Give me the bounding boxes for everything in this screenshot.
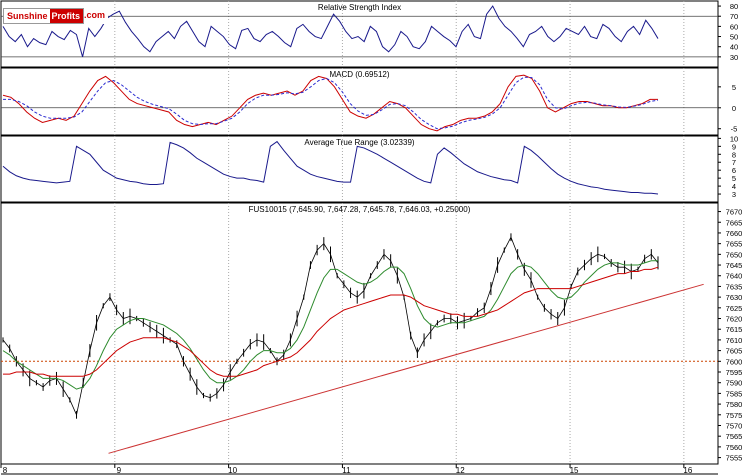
ytick-label-2-6: 6 [732, 166, 736, 175]
xtick-label-5: 15 [570, 466, 579, 475]
ytick-label-3-7560: 7560 [726, 443, 743, 452]
ytick-label-2-8: 8 [732, 150, 736, 159]
series-line-3-2 [3, 266, 659, 377]
panel-title-3: FUS10015 (7,645.90, 7,647.28, 7,645.78, … [249, 205, 471, 214]
ytick-label-3-7635: 7635 [726, 282, 743, 291]
logo-part-3: .com [84, 8, 109, 24]
panel-frame-1 [0, 67, 719, 136]
sunshine-profits-logo: Sunshine Profits .com [3, 8, 109, 24]
ytick-label-3-7625: 7625 [726, 304, 743, 313]
ytick-label-3-7610: 7610 [726, 336, 743, 345]
series-line-2-0 [2, 140, 659, 195]
series-line-1-1 [3, 76, 659, 130]
ytick-label-3-7650: 7650 [726, 250, 743, 259]
ytick-label-3-7575: 7575 [726, 411, 743, 420]
ytick-label-2-4: 4 [732, 182, 736, 191]
ytick-label-3-7590: 7590 [726, 379, 743, 388]
panel-title-1: MACD (0.69512) [329, 70, 389, 79]
ytick-label-3-7620: 7620 [726, 315, 743, 324]
panel-title-2: Average True Range (3.02339) [304, 138, 414, 147]
series-line-3-1 [2, 260, 658, 390]
series-line-0-0 [2, 5, 659, 57]
ytick-label-3-7555: 7555 [726, 454, 743, 463]
ytick-label-3-7655: 7655 [726, 240, 743, 249]
ytick-label-0-30: 30 [730, 53, 738, 62]
ytick-label-3-7585: 7585 [726, 389, 743, 398]
ytick-label-3-7600: 7600 [726, 357, 743, 366]
ytick-label-2-10: 10 [730, 134, 738, 143]
ytick-label-3-7580: 7580 [726, 400, 743, 409]
series-line-1-0 [2, 74, 658, 132]
ytick-label-2-7: 7 [732, 158, 736, 167]
ytick-label-3-7640: 7640 [726, 272, 743, 281]
xtick-label-1: 9 [117, 466, 122, 475]
ytick-label-3-7595: 7595 [726, 368, 743, 377]
xtick-label-6: 16 [683, 466, 692, 475]
xtick-label-0: 8 [3, 466, 8, 475]
price-line [2, 236, 659, 417]
ytick-label-2-3: 3 [732, 190, 736, 199]
xtick-label-2: 10 [228, 466, 237, 475]
ytick-label-3-7665: 7665 [726, 218, 743, 227]
ytick-label-3-7670: 7670 [726, 208, 743, 217]
ytick-label-0-80: 80 [730, 2, 738, 11]
ytick-label-3-7615: 7615 [726, 325, 743, 334]
ytick-label-3-7605: 7605 [726, 347, 743, 356]
ytick-label-1-0: 0 [732, 104, 736, 113]
ytick-label-0-50: 50 [730, 33, 738, 42]
ytick-label-2-9: 9 [732, 142, 736, 151]
panel-frame-3 [0, 202, 719, 465]
ytick-label-0-70: 70 [730, 12, 738, 21]
ytick-label-3-7570: 7570 [726, 421, 743, 430]
xtick-label-4: 12 [456, 466, 465, 475]
ytick-label-3-7565: 7565 [726, 432, 743, 441]
panel-title-0: Relative Strength Index [318, 3, 401, 12]
ytick-label-1-5: 5 [732, 83, 736, 92]
ytick-label-3-7645: 7645 [726, 261, 743, 270]
ytick-label-3-7660: 7660 [726, 229, 743, 238]
logo-part-1: Sunshine [3, 8, 50, 24]
ytick-label-2-5: 5 [732, 174, 736, 183]
trendline [108, 283, 704, 454]
ytick-label-0-60: 60 [730, 22, 738, 31]
ytick-label-0-40: 40 [730, 43, 738, 52]
xtick-label-3: 11 [342, 466, 351, 475]
ytick-label-1--5: -5 [731, 125, 738, 134]
logo-part-2: Profits [49, 8, 85, 24]
ytick-label-3-7630: 7630 [726, 293, 743, 302]
